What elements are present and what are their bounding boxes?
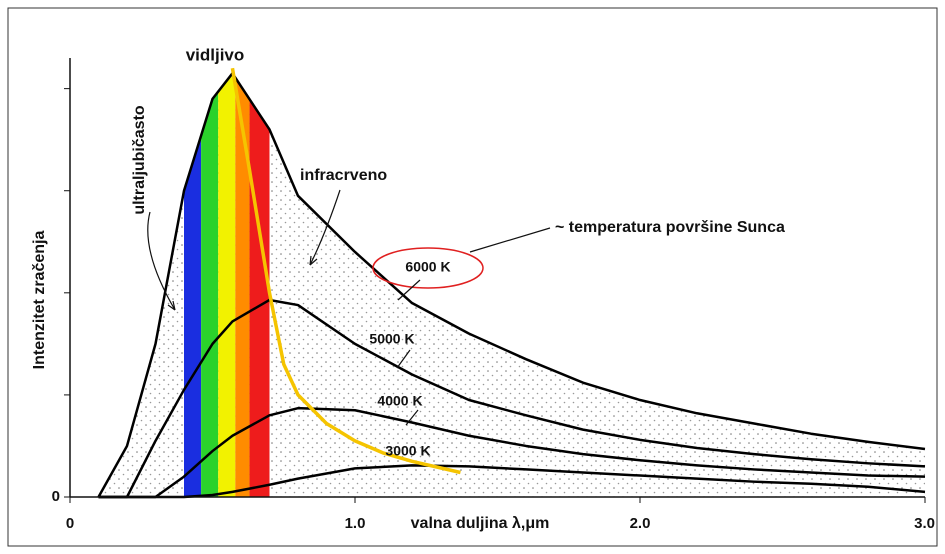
x-tick-label: 2.0 [630, 515, 651, 532]
x-tick-label: 3.0 [914, 515, 935, 532]
ir-label: infracrveno [300, 167, 387, 184]
spectrum-band [235, 73, 250, 497]
y-axis-label: Intenzitet zračenja [31, 231, 48, 370]
series-label: 4000 K [377, 393, 422, 409]
x-axis-label: valna duljina λ,μm [411, 515, 550, 532]
series-label: 3000 K [385, 443, 430, 459]
spectrum-band [184, 73, 202, 497]
y-tick-label: 0 [52, 488, 60, 505]
series-line [98, 406, 926, 499]
arrows [147, 189, 551, 426]
spectrum-band [201, 73, 219, 497]
series-label: 6000 K [405, 259, 450, 275]
sun-label: ~ temperatura površine Sunca [555, 219, 785, 236]
uv-label: ultraljubičasto [131, 105, 148, 215]
stipple-area [98, 73, 925, 497]
highlight-ellipse [372, 247, 484, 289]
frame [7, 7, 938, 547]
spectrum-band [249, 73, 270, 497]
x-tick-label: 0 [66, 515, 74, 532]
series-line [98, 298, 926, 499]
visible-label: vidljivo [186, 45, 245, 64]
series-line [97, 72, 926, 498]
peak-curve [230, 67, 461, 475]
spectrum-band [218, 73, 236, 497]
series-label: 5000 K [369, 331, 414, 347]
x-tick-label: 1.0 [345, 515, 366, 532]
